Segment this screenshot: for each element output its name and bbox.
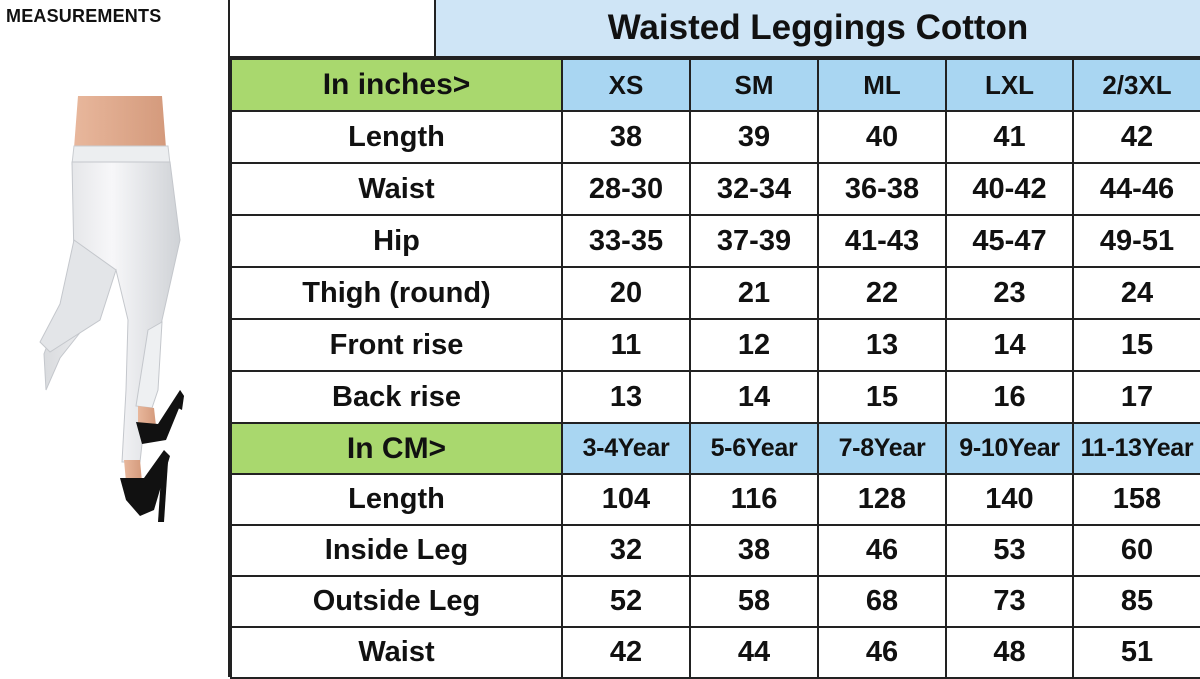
cell-value: 38: [689, 524, 819, 577]
cell-value: 15: [1072, 318, 1200, 372]
size-chart-table: In inches> XS SM ML LXL 2/3XL Length 38 …: [230, 58, 1200, 679]
row-label: Waist: [230, 626, 563, 679]
cell-value: 38: [561, 110, 691, 164]
cell-value: 36-38: [817, 162, 947, 216]
table-row: Back rise 13 14 15 16 17: [230, 370, 1200, 424]
size-header-2-3xl: 2/3XL: [1072, 58, 1200, 112]
cell-value: 52: [561, 575, 691, 628]
cell-value: 85: [1072, 575, 1200, 628]
cell-value: 13: [817, 318, 947, 372]
cell-value: 17: [1072, 370, 1200, 424]
cell-value: 13: [561, 370, 691, 424]
table-row: Hip 33-35 37-39 41-43 45-47 49-51: [230, 214, 1200, 268]
row-label: Length: [230, 473, 563, 526]
cell-value: 45-47: [945, 214, 1074, 268]
row-label: Length: [230, 110, 563, 164]
cell-value: 32-34: [689, 162, 819, 216]
cm-header-row: In CM> 3-4Year 5-6Year 7-8Year 9-10Year …: [230, 422, 1200, 475]
cell-value: 33-35: [561, 214, 691, 268]
inches-section-label: In inches>: [230, 58, 563, 112]
cell-value: 44: [689, 626, 819, 679]
cell-value: 51: [1072, 626, 1200, 679]
row-label: Hip: [230, 214, 563, 268]
cell-value: 23: [945, 266, 1074, 320]
cell-value: 48: [945, 626, 1074, 679]
table-row: Length 104 116 128 140 158: [230, 473, 1200, 526]
cell-value: 49-51: [1072, 214, 1200, 268]
cell-value: 14: [689, 370, 819, 424]
title-gap: [230, 0, 434, 58]
row-label: Outside Leg: [230, 575, 563, 628]
size-header-5-6-year: 5-6Year: [689, 422, 819, 475]
cell-value: 41: [945, 110, 1074, 164]
inches-header-row: In inches> XS SM ML LXL 2/3XL: [230, 58, 1200, 112]
cell-value: 42: [561, 626, 691, 679]
table-row: Inside Leg 32 38 46 53 60: [230, 524, 1200, 577]
table-row: Length 38 39 40 41 42: [230, 110, 1200, 164]
cell-value: 46: [817, 626, 947, 679]
table-row: Waist 42 44 46 48 51: [230, 626, 1200, 679]
cell-value: 42: [1072, 110, 1200, 164]
cell-value: 128: [817, 473, 947, 526]
cell-value: 20: [561, 266, 691, 320]
cell-value: 44-46: [1072, 162, 1200, 216]
table-row: Outside Leg 52 58 68 73 85: [230, 575, 1200, 628]
leggings-model-image: [39, 96, 184, 522]
left-panel: MEASUREMENTS: [0, 0, 230, 677]
cell-value: 14: [945, 318, 1074, 372]
size-header-7-8-year: 7-8Year: [817, 422, 947, 475]
cell-value: 21: [689, 266, 819, 320]
measurements-label: MEASUREMENTS: [6, 6, 162, 26]
cell-value: 40: [817, 110, 947, 164]
cell-value: 24: [1072, 266, 1200, 320]
cell-value: 16: [945, 370, 1074, 424]
cell-value: 60: [1072, 524, 1200, 577]
size-header-sm: SM: [689, 58, 819, 112]
cell-value: 116: [689, 473, 819, 526]
cell-value: 73: [945, 575, 1074, 628]
cell-value: 68: [817, 575, 947, 628]
row-label: Inside Leg: [230, 524, 563, 577]
cell-value: 140: [945, 473, 1074, 526]
cell-value: 40-42: [945, 162, 1074, 216]
cell-value: 39: [689, 110, 819, 164]
table-row: Waist 28-30 32-34 36-38 40-42 44-46: [230, 162, 1200, 216]
cell-value: 12: [689, 318, 819, 372]
size-header-lxl: LXL: [945, 58, 1074, 112]
cell-value: 58: [689, 575, 819, 628]
cell-value: 41-43: [817, 214, 947, 268]
cell-value: 11: [561, 318, 691, 372]
cell-value: 158: [1072, 473, 1200, 526]
row-label: Thigh (round): [230, 266, 563, 320]
cm-section-label: In CM>: [230, 422, 563, 475]
cell-value: 53: [945, 524, 1074, 577]
cell-value: 28-30: [561, 162, 691, 216]
table-row: Front rise 11 12 13 14 15: [230, 318, 1200, 372]
cell-value: 15: [817, 370, 947, 424]
size-header-3-4-year: 3-4Year: [561, 422, 691, 475]
cell-value: 46: [817, 524, 947, 577]
cell-value: 22: [817, 266, 947, 320]
table-row: Thigh (round) 20 21 22 23 24: [230, 266, 1200, 320]
chart-title: Waisted Leggings Cotton: [434, 0, 1200, 58]
size-header-11-13-year: 11-13Year: [1072, 422, 1200, 475]
row-label: Waist: [230, 162, 563, 216]
size-header-ml: ML: [817, 58, 947, 112]
cell-value: 32: [561, 524, 691, 577]
row-label: Back rise: [230, 370, 563, 424]
cell-value: 104: [561, 473, 691, 526]
row-label: Front rise: [230, 318, 563, 372]
size-header-xs: XS: [561, 58, 691, 112]
cell-value: 37-39: [689, 214, 819, 268]
size-header-9-10-year: 9-10Year: [945, 422, 1074, 475]
